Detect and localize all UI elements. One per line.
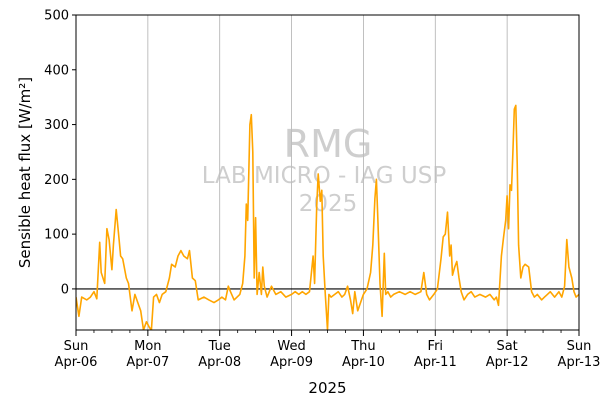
x-tick-label: Tue Apr-08 (198, 339, 241, 370)
y-axis-title: Sensible heat flux [W/m²] (16, 77, 34, 268)
watermark: RMG LAB MICRO - IAG USP 2025 (202, 122, 447, 217)
y-tick-label: 200 (44, 173, 69, 188)
x-tick-label: Sun Apr-06 (55, 339, 98, 370)
x-axis-title: 2025 (308, 379, 346, 397)
y-tick-label: 100 (44, 228, 69, 243)
axes: 0 100 200 300 400 500 Sun Apr-06 Mon Apr-07 Tue Apr… (44, 9, 600, 371)
gridlines (147, 15, 508, 330)
x-tick-label: Thu Apr-10 (342, 339, 385, 370)
watermark-line1: RMG (284, 122, 373, 166)
y-tick-label: 500 (44, 9, 69, 24)
y-tick-label: 400 (44, 63, 69, 78)
x-tick-label: Sun Apr-13 (558, 339, 601, 370)
x-tick-label: Sat Apr-12 (486, 339, 529, 370)
x-tick-label: Mon Apr-07 (126, 339, 169, 370)
x-tick-label: Wed Apr-09 (270, 339, 313, 370)
y-tick-label: 0 (61, 282, 69, 297)
watermark-line2: LAB MICRO - IAG USP (202, 163, 447, 189)
y-tick-label: 300 (44, 118, 69, 133)
x-tick-label: Fri Apr-11 (414, 339, 457, 370)
series-line-sensible-heat-flux (76, 104, 579, 330)
watermark-line3: 2025 (299, 191, 358, 217)
series-group (76, 104, 579, 330)
